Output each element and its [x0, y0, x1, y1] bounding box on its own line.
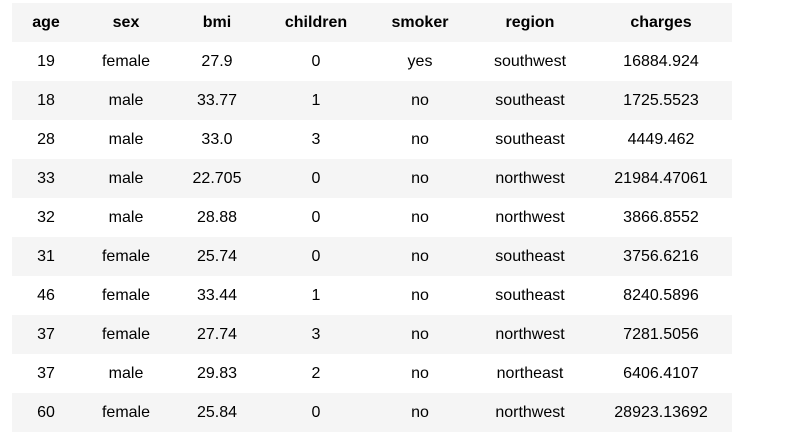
cell-charges: 8240.5896 — [623, 286, 699, 304]
table-row: 32 male 28.88 0 no northwest 3866.8552 — [12, 198, 732, 237]
table-row: 19 female 27.9 0 yes southwest 16884.924 — [12, 42, 732, 81]
cell-age: 33 — [37, 169, 55, 187]
table-row: 37 female 27.74 3 no northwest 7281.5056 — [12, 315, 732, 354]
cell-smoker: no — [411, 325, 429, 343]
column-header-age: age — [32, 13, 60, 31]
cell-region: southeast — [495, 130, 565, 148]
cell-bmi: 27.74 — [196, 325, 238, 343]
cell-sex: female — [101, 247, 151, 265]
cell-charges: 1725.5523 — [623, 91, 699, 109]
cell-age: 32 — [37, 208, 55, 226]
cell-children: 0 — [311, 52, 321, 70]
cell-age: 31 — [37, 247, 55, 265]
header-row: age sex bmi children smoker region charg… — [12, 3, 732, 42]
column-header-smoker: smoker — [391, 13, 449, 31]
cell-age: 28 — [37, 130, 55, 148]
cell-smoker: no — [411, 403, 429, 421]
column-header-charges: charges — [630, 13, 692, 31]
dataframe-output: age sex bmi children smoker region charg… — [12, 3, 732, 432]
cell-sex: male — [108, 208, 144, 226]
cell-charges: 7281.5056 — [623, 325, 699, 343]
cell-bmi: 33.77 — [196, 91, 238, 109]
cell-children: 1 — [311, 286, 321, 304]
cell-region: northwest — [495, 325, 565, 343]
data-table: age sex bmi children smoker region charg… — [12, 3, 732, 432]
cell-children: 0 — [311, 169, 321, 187]
cell-sex: male — [108, 91, 144, 109]
table-row: 37 male 29.83 2 no northeast 6406.4107 — [12, 354, 732, 393]
cell-region: northwest — [495, 169, 565, 187]
cell-age: 37 — [37, 325, 55, 343]
cell-age: 19 — [37, 52, 55, 70]
cell-children: 3 — [311, 130, 321, 148]
table-row: 60 female 25.84 0 no northwest 28923.136… — [12, 393, 732, 432]
cell-region: southwest — [493, 52, 567, 70]
cell-sex: female — [101, 325, 151, 343]
cell-age: 37 — [37, 364, 55, 382]
cell-smoker: no — [411, 169, 429, 187]
cell-region: northeast — [496, 364, 564, 382]
cell-children: 0 — [311, 208, 321, 226]
column-header-sex: sex — [112, 13, 140, 31]
cell-age: 46 — [37, 286, 55, 304]
cell-bmi: 29.83 — [196, 364, 238, 382]
cell-children: 2 — [311, 364, 321, 382]
cell-region: southeast — [495, 91, 565, 109]
cell-sex: female — [101, 403, 151, 421]
table-row: 46 female 33.44 1 no southeast 8240.5896 — [12, 276, 732, 315]
cell-smoker: yes — [407, 52, 433, 70]
cell-charges: 21984.47061 — [614, 169, 708, 187]
cell-smoker: no — [411, 91, 429, 109]
cell-region: southeast — [495, 247, 565, 265]
cell-bmi: 33.44 — [196, 286, 238, 304]
table-row: 28 male 33.0 3 no southeast 4449.462 — [12, 120, 732, 159]
cell-region: northwest — [495, 208, 565, 226]
cell-smoker: no — [411, 130, 429, 148]
cell-smoker: no — [411, 286, 429, 304]
cell-sex: female — [101, 286, 151, 304]
cell-smoker: no — [411, 208, 429, 226]
cell-bmi: 25.84 — [196, 403, 238, 421]
cell-smoker: no — [411, 364, 429, 382]
cell-age: 60 — [37, 403, 55, 421]
table-body: 19 female 27.9 0 yes southwest 16884.924… — [12, 42, 732, 432]
cell-charges: 3866.8552 — [623, 208, 699, 226]
cell-bmi: 25.74 — [196, 247, 238, 265]
table-row: 18 male 33.77 1 no southeast 1725.5523 — [12, 81, 732, 120]
cell-charges: 3756.6216 — [623, 247, 699, 265]
cell-smoker: no — [411, 247, 429, 265]
cell-bmi: 27.9 — [201, 52, 233, 70]
column-header-bmi: bmi — [202, 13, 232, 31]
table-row: 33 male 22.705 0 no northwest 21984.4706… — [12, 159, 732, 198]
cell-charges: 6406.4107 — [623, 364, 699, 382]
cell-sex: male — [108, 130, 144, 148]
cell-sex: female — [101, 52, 151, 70]
cell-children: 0 — [311, 403, 321, 421]
cell-age: 18 — [37, 91, 55, 109]
cell-sex: male — [108, 364, 144, 382]
cell-charges: 28923.13692 — [614, 403, 708, 421]
cell-bmi: 28.88 — [196, 208, 238, 226]
cell-children: 0 — [311, 247, 321, 265]
cell-region: northwest — [495, 403, 565, 421]
table-header: age sex bmi children smoker region charg… — [12, 3, 732, 42]
cell-children: 1 — [311, 91, 321, 109]
cell-region: southeast — [495, 286, 565, 304]
column-header-children: children — [284, 13, 348, 31]
cell-sex: male — [108, 169, 144, 187]
cell-charges: 4449.462 — [627, 130, 695, 148]
cell-charges: 16884.924 — [623, 52, 699, 70]
table-row: 31 female 25.74 0 no southeast 3756.6216 — [12, 237, 732, 276]
column-header-region: region — [505, 13, 555, 31]
cell-children: 3 — [311, 325, 321, 343]
cell-bmi: 22.705 — [192, 169, 242, 187]
cell-bmi: 33.0 — [201, 130, 233, 148]
